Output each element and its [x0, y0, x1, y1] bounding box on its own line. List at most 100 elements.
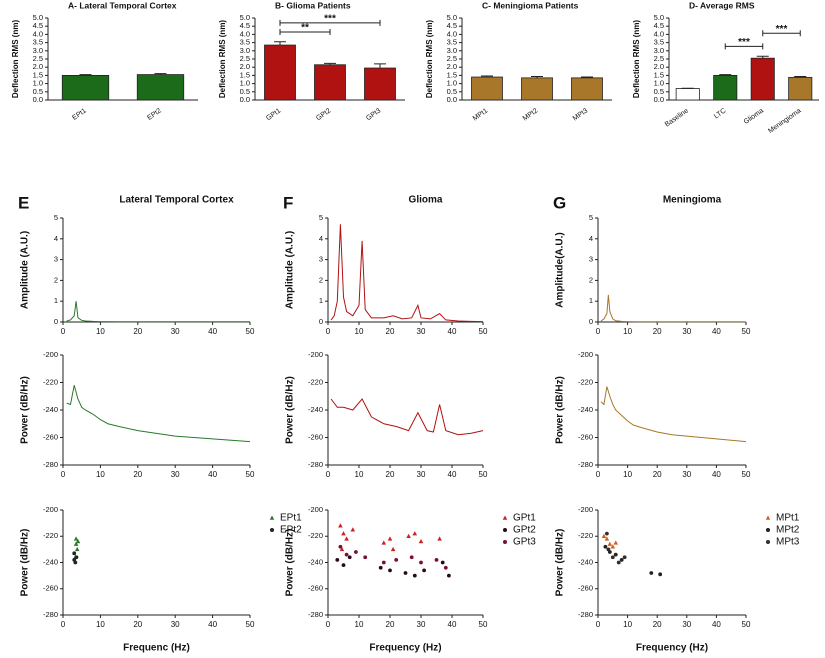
- scatter-point: [601, 533, 607, 539]
- x-tick-label: 10: [96, 470, 105, 479]
- y-tick-label: 4: [589, 234, 593, 243]
- scatter-point: [616, 560, 621, 565]
- legend-marker: [503, 540, 507, 544]
- legend-marker: [269, 515, 275, 520]
- y-axis-label: Amplitude (A.U.): [285, 231, 296, 309]
- y-tick-label: -280: [578, 610, 593, 619]
- scatter-point: [406, 533, 411, 539]
- y-tick-label: 2: [589, 275, 593, 284]
- chart-title: C- Meningioma Patients: [482, 0, 579, 10]
- y-tick-label: 4: [54, 234, 58, 243]
- x-tick-label: 50: [479, 470, 488, 479]
- y-tick-label: 0.5: [654, 87, 664, 96]
- y-tick-label: 2: [54, 275, 58, 284]
- bar: [571, 77, 603, 101]
- scatter-point: [419, 560, 423, 565]
- scatter-point: [338, 523, 343, 528]
- y-tick-label: -220: [308, 531, 323, 540]
- y-tick-label: 5: [589, 213, 593, 222]
- scatter-point: [610, 555, 615, 560]
- y-tick-label: 1.0: [240, 79, 250, 88]
- y-tick-label: 4.5: [447, 21, 457, 30]
- y-tick-label: 4.0: [654, 29, 664, 38]
- significance-bracket: [724, 43, 764, 50]
- x-tick-label: Meningioma: [767, 107, 802, 135]
- chart-title: D- Average RMS: [689, 0, 755, 10]
- scatter-point: [387, 536, 393, 541]
- bar: [264, 44, 296, 101]
- y-tick-label: 2.0: [654, 62, 664, 71]
- x-tick-label: 0: [596, 620, 601, 629]
- bar: [521, 77, 553, 101]
- y-tick-label: -260: [43, 584, 58, 593]
- y-tick-label: 2.5: [654, 54, 664, 63]
- scatter-point: [610, 544, 616, 549]
- y-tick-label: 4.0: [447, 29, 457, 38]
- x-tick-label: 20: [386, 470, 395, 479]
- y-axis-label: Amplitude(A.U.): [555, 232, 566, 308]
- significance-label: ***: [776, 24, 788, 35]
- x-tick-label: 40: [448, 327, 457, 336]
- scatter-point: [350, 527, 356, 532]
- error-bar: [154, 73, 167, 75]
- y-tick-label: 0.0: [654, 95, 664, 104]
- bar: [136, 74, 185, 101]
- y-tick-label: 3.5: [33, 38, 43, 47]
- scatter-point: [74, 546, 80, 552]
- bar: [788, 76, 813, 101]
- significance-bracket: [279, 28, 331, 35]
- scatter-point: [434, 557, 439, 562]
- y-tick-label: -260: [308, 432, 323, 441]
- scatter-point: [412, 573, 417, 578]
- x-tick-label: 0: [326, 620, 331, 629]
- y-axis-label: Power (dB/Hz): [285, 529, 296, 597]
- scatter-point: [649, 571, 654, 575]
- x-tick-label: 0: [596, 470, 601, 479]
- y-tick-label: 1.0: [654, 79, 664, 88]
- y-tick-label: 4.0: [33, 29, 43, 38]
- x-tick-label: MPt3: [572, 107, 589, 122]
- error-bar: [274, 41, 286, 46]
- y-tick-label: 2.0: [447, 62, 457, 71]
- scatter-point: [658, 572, 663, 577]
- y-tick-label: 3.5: [240, 38, 250, 47]
- y-tick-label: 4.5: [654, 21, 664, 30]
- y-tick-label: 2.5: [447, 54, 457, 63]
- y-tick-label: -240: [578, 405, 593, 414]
- y-tick-label: -240: [578, 557, 593, 566]
- y-tick-label: -200: [308, 505, 323, 514]
- x-tick-label: 30: [682, 620, 691, 629]
- x-tick-label: 10: [623, 327, 632, 336]
- error-bar: [481, 75, 493, 78]
- spectrum-line: [66, 301, 250, 323]
- scatter-point: [440, 560, 445, 565]
- y-tick-label: -220: [578, 377, 593, 386]
- x-tick-label: 40: [448, 620, 457, 629]
- y-axis-label: Power (dB/Hz): [20, 529, 31, 597]
- error-bar: [581, 76, 593, 78]
- y-tick-label: -280: [308, 610, 323, 619]
- x-tick-label: 0: [596, 327, 601, 336]
- chart-title: Lateral Temporal Cortex: [119, 195, 234, 206]
- scatter-point: [613, 552, 618, 557]
- y-tick-label: 5: [54, 213, 58, 222]
- bar: [471, 76, 503, 101]
- y-tick-label: -200: [578, 505, 593, 514]
- y-tick-label: -280: [308, 460, 323, 469]
- x-tick-label: EPt1: [71, 107, 88, 121]
- y-tick-label: 4.0: [240, 29, 250, 38]
- y-tick-label: -200: [43, 505, 58, 514]
- y-tick-label: 1: [589, 296, 593, 305]
- y-axis-label: Amplitude (A.U.): [20, 231, 31, 309]
- x-tick-label: 20: [653, 470, 662, 479]
- x-tick-label: 0: [61, 470, 66, 479]
- y-tick-label: -260: [43, 432, 58, 441]
- y-tick-label: 0: [319, 317, 323, 326]
- y-tick-label: 3.0: [447, 46, 457, 55]
- y-tick-label: 4.5: [240, 21, 250, 30]
- bar: [713, 75, 738, 101]
- y-tick-label: 3: [54, 255, 58, 264]
- y-tick-label: 2.5: [33, 54, 43, 63]
- y-axis-label: Deflection RMS (nm): [425, 20, 434, 99]
- x-tick-label: EPt2: [146, 107, 163, 121]
